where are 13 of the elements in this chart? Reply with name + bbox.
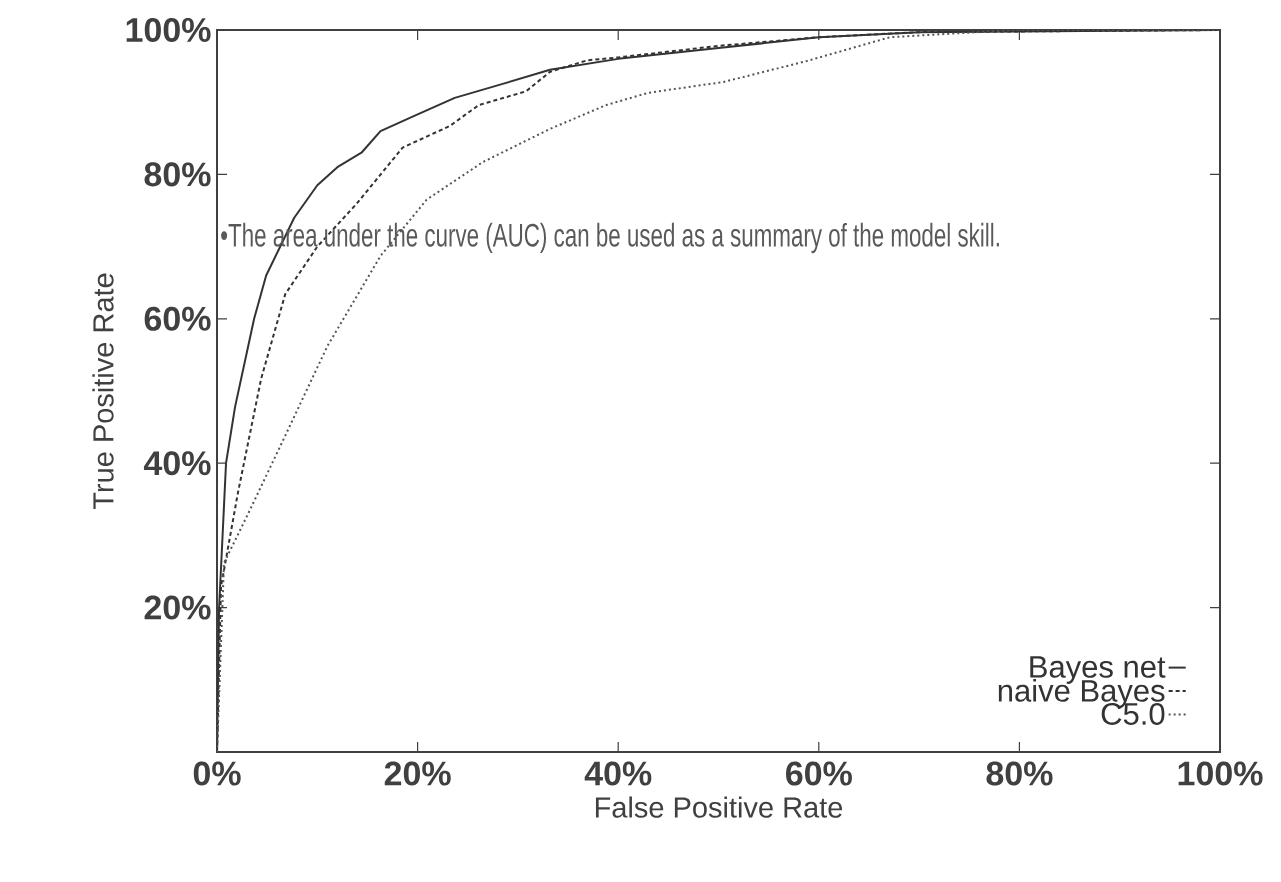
y-tick-label: 20% [144,595,211,620]
y-tick-label: 40% [143,451,211,476]
y-tick-label: 80% [144,162,211,187]
y-axis-title: True Positive Rate [92,273,114,510]
x-tick-label: 60% [786,761,852,786]
x-tick-label: 20% [384,761,451,786]
x-tick-label: 80% [986,761,1053,786]
y-tick-label: 60% [144,306,211,331]
y-tick-label: 100% [126,17,211,43]
x-tick-label: 0% [193,761,241,786]
x-tick-label: 100% [1178,761,1263,786]
x-axis-title: False Positive Rate [595,796,843,818]
x-tick-label: 40% [584,761,652,786]
